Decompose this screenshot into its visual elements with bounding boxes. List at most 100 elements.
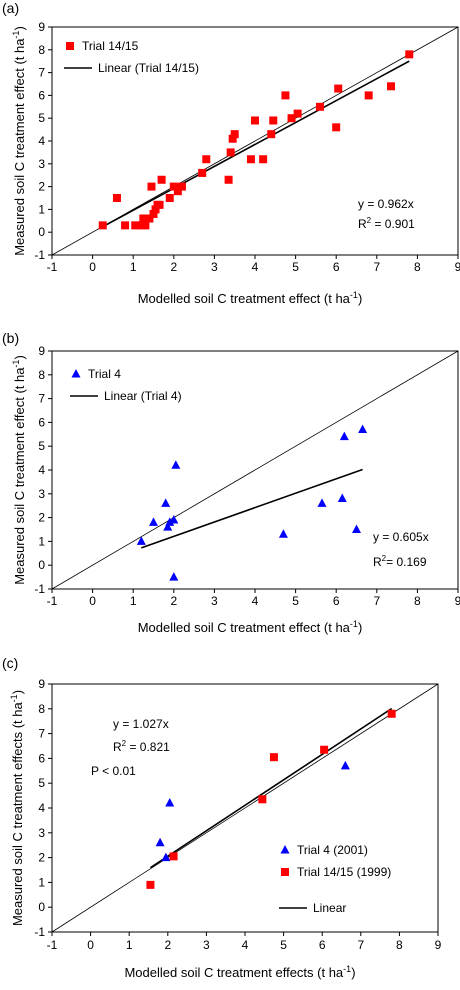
legend-label-2: Trial 4 (2001) [297, 843, 368, 857]
y-tick-label-2: 2 [38, 851, 45, 865]
square-point-0 [281, 91, 290, 100]
triangle-point-2 [155, 837, 165, 847]
chart-b: -1 0 1 2 3 4 5 6 7 8 9 -1 0 1 2 3 4 5 6 7 8 9 Modelled soil C … [11, 344, 460, 635]
legend-label-0: Linear (Trial 14/15) [98, 61, 199, 75]
triangle-point-2 [165, 798, 175, 807]
triangle-point-1 [169, 514, 179, 524]
y-tick-label-0: 2 [38, 180, 45, 194]
x-tick-label-0: 2 [170, 260, 177, 274]
y-tick-label-0: 3 [38, 157, 45, 171]
legend-label-0: Trial 14/15 [82, 39, 139, 53]
triangle-point-1 [136, 536, 146, 545]
legend-marker-1 [71, 369, 81, 378]
chart-panel-c: (c) -1 0 1 2 3 4 5 6 7 8 9 -1 0 1 2 3 4 5 6 7 8 9 Modelled soi… [0, 655, 460, 990]
regression-equation-0: y = 0.962x [358, 197, 414, 211]
legend-marker-0 [66, 42, 74, 50]
y-tick-label-1: 2 [38, 511, 45, 525]
chart-panel-b: (b) -1 0 1 2 3 4 5 6 7 8 9 -1 0 1 2 3 4 5 6 7 8 9 Modelled soi… [0, 330, 460, 655]
y-tick-label-1: 5 [38, 439, 45, 453]
identity-line-2 [51, 683, 439, 933]
square-point-2 [320, 745, 329, 754]
y-tick-label-0: 6 [38, 88, 45, 102]
y-tick-label-0: -1 [34, 248, 45, 262]
y-tick-label-2: 5 [38, 776, 45, 790]
square-point-0 [293, 109, 302, 118]
chart-a: -1 0 1 2 3 4 5 6 7 8 9 -1 0 1 2 3 4 5 6 7 8 9 Modelled soil C … [11, 20, 460, 306]
square-point-0 [226, 148, 235, 157]
x-tick-label-0: 9 [455, 260, 460, 274]
x-tick-label-1: 5 [292, 594, 299, 608]
x-tick-label-1: 3 [211, 594, 218, 608]
y-tick-label-2: -1 [34, 925, 45, 939]
legend-label-2: Linear [313, 901, 346, 915]
legend-label-1: Trial 4 [88, 367, 121, 381]
x-axis-label-1: Modelled soil C treatment effect (t ha-1… [138, 619, 363, 635]
square-point-2 [169, 852, 178, 861]
square-point-0 [259, 155, 268, 164]
y-tick-label-0: 0 [38, 225, 45, 239]
y-tick-label-2: 3 [38, 826, 45, 840]
triangle-point-1 [149, 517, 158, 526]
y-tick-label-1: 3 [38, 487, 45, 501]
x-tick-label-2: 1 [126, 938, 133, 952]
x-axis-label-2: Modelled soil C treatment effects (t ha-… [124, 964, 355, 980]
x-axis-label-0: Modelled soil C treatment effect (t ha-1… [138, 290, 363, 306]
square-point-0 [165, 194, 174, 202]
square-point-0 [98, 221, 107, 230]
x-tick-label-1: -1 [47, 594, 58, 608]
panel-label-b: (b) [2, 330, 20, 346]
square-point-0 [139, 214, 148, 223]
y-axis-label-1: Measured soil C treatment effect (t ha-1… [11, 355, 27, 585]
x-tick-label-1: 0 [89, 594, 96, 608]
regression-line-0 [102, 60, 410, 228]
y-tick-label-0: 8 [38, 43, 45, 57]
y-axis-label-2: Measured soil C treatment effects (t ha-… [9, 690, 25, 926]
triangle-point-1 [358, 424, 368, 434]
x-tick-label-0: 0 [89, 260, 96, 274]
x-tick-label-1: 1 [130, 594, 137, 608]
triangle-point-1 [317, 498, 327, 507]
square-point-2 [269, 753, 278, 762]
x-tick-label-1: 4 [252, 594, 259, 608]
x-tick-label-0: 7 [373, 260, 380, 274]
y-tick-label-2: 0 [38, 900, 45, 914]
r-squared-1: R2= 0.169 [373, 554, 427, 569]
x-tick-label-0: -1 [47, 260, 58, 274]
x-tick-label-2: 3 [203, 938, 210, 952]
square-point-0 [230, 130, 239, 139]
y-tick-label-1: 1 [38, 534, 45, 548]
x-tick-label-2: 6 [319, 938, 326, 952]
y-tick-label-0: 9 [38, 20, 45, 34]
y-tick-label-1: 4 [38, 463, 45, 477]
square-point-0 [169, 182, 178, 191]
x-tick-label-2: 7 [357, 938, 364, 952]
square-point-0 [151, 205, 160, 214]
y-tick-label-1: -1 [34, 582, 45, 596]
x-tick-label-2: 0 [87, 938, 94, 952]
square-point-0 [405, 50, 414, 59]
y-tick-label-0: 7 [38, 66, 45, 80]
square-point-0 [251, 116, 259, 125]
y-tick-label-1: 7 [38, 392, 45, 406]
y-tick-label-2: 4 [38, 801, 45, 815]
triangle-point-1 [163, 522, 173, 531]
square-point-0 [131, 221, 140, 230]
square-point-0 [334, 84, 343, 93]
triangle-point-1 [169, 572, 179, 581]
square-point-0 [177, 182, 186, 191]
square-point-0 [147, 182, 156, 191]
x-tick-label-0: 8 [414, 260, 421, 274]
square-point-0 [157, 175, 166, 184]
identity-line-1 [51, 350, 459, 590]
square-point-0 [137, 221, 146, 230]
triangle-point-1 [278, 529, 288, 538]
regression-equation-1: y = 0.605x [373, 530, 429, 544]
y-tick-label-0: 1 [38, 202, 45, 216]
square-point-0 [121, 221, 130, 230]
square-point-2 [258, 795, 267, 804]
square-point-0 [287, 114, 296, 123]
r-squared-0: R2 = 0.901 [358, 216, 415, 231]
legend-marker-2 [280, 845, 290, 854]
square-point-0 [112, 194, 121, 202]
triangle-point-1 [171, 460, 181, 469]
